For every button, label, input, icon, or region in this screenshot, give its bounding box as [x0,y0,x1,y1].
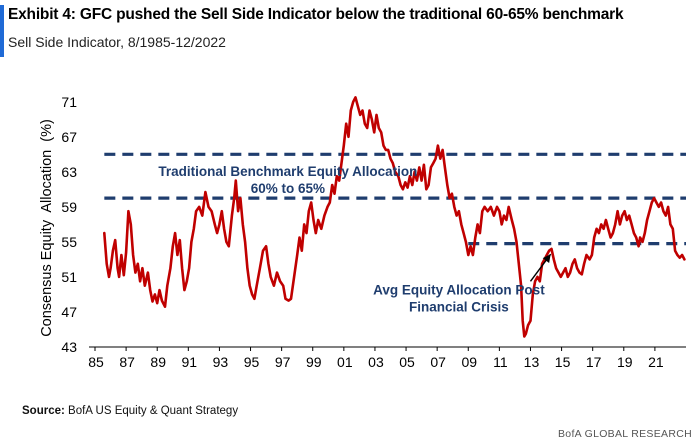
y-tick-label: 55 [61,234,77,250]
x-tick-label: 09 [461,354,477,370]
annotations: Traditional Benchmark Equity Allocation 6… [158,164,552,314]
x-tick-label: 19 [617,354,633,370]
y-tick-label: 67 [61,129,77,145]
chart-title: Exhibit 4: GFC pushed the Sell Side Indi… [8,6,624,23]
y-tick-label: 59 [61,199,77,215]
x-tick-label: 87 [119,354,135,370]
x-tick-label: 93 [213,354,229,370]
x-tick-label: 91 [182,354,198,370]
x-tick-label: 99 [306,354,322,370]
x-tick-label: 85 [88,354,104,370]
reference-lines [104,152,686,246]
source-label: Source: [22,405,65,417]
x-tick-label: 01 [337,354,353,370]
y-tick-label: 51 [61,269,77,285]
annotation-post-crisis-line-1: Financial Crisis [409,299,509,314]
series-layer [103,96,686,338]
series-line-0 [103,96,686,338]
x-tick-label: 15 [555,354,571,370]
x-axis: 85 87 89 91 93 95 97 99 01 03 05 07 09 11 13 15 17 19 21 [88,346,686,370]
title-accent-bar [0,5,4,57]
x-tick-label: 05 [399,354,415,370]
x-tick-label: 95 [244,354,260,370]
x-tick-label: 97 [275,354,291,370]
x-tick-label: 03 [368,354,384,370]
x-tick-label: 13 [524,354,540,370]
annotation-benchmark-line-1: 60% to 65% [251,181,325,196]
x-tick-label: 11 [493,354,508,370]
y-axis-title: Consensus Equity Allocation (%) [39,119,55,337]
y-axis: 43 47 51 55 59 63 67 71 Consensus Equity Allocat… [39,94,77,355]
annotation-benchmark-line-0: Traditional Benchmark Equity Allocation [158,164,417,179]
y-tick-label: 47 [61,304,77,320]
x-tick-label: 89 [150,354,166,370]
brand-footer: BofA GLOBAL RESEARCH [558,428,692,440]
annotation-post-crisis-line-0: Avg Equity Allocation Post [373,282,545,297]
y-tick-label: 71 [61,94,77,110]
annotation-arrow-head [542,254,551,263]
y-tick-label: 63 [61,164,77,180]
chart-subtitle: Sell Side Indicator, 8/1985-12/2022 [8,34,226,50]
x-tick-label: 21 [648,354,664,370]
source-text: BofA US Equity & Quant Strategy [68,405,239,417]
source-note: Source: BofA US Equity & Quant Strategy [22,405,238,417]
x-tick-label: 07 [430,354,446,370]
x-tick-label: 17 [586,354,602,370]
y-tick-label: 43 [61,339,77,355]
